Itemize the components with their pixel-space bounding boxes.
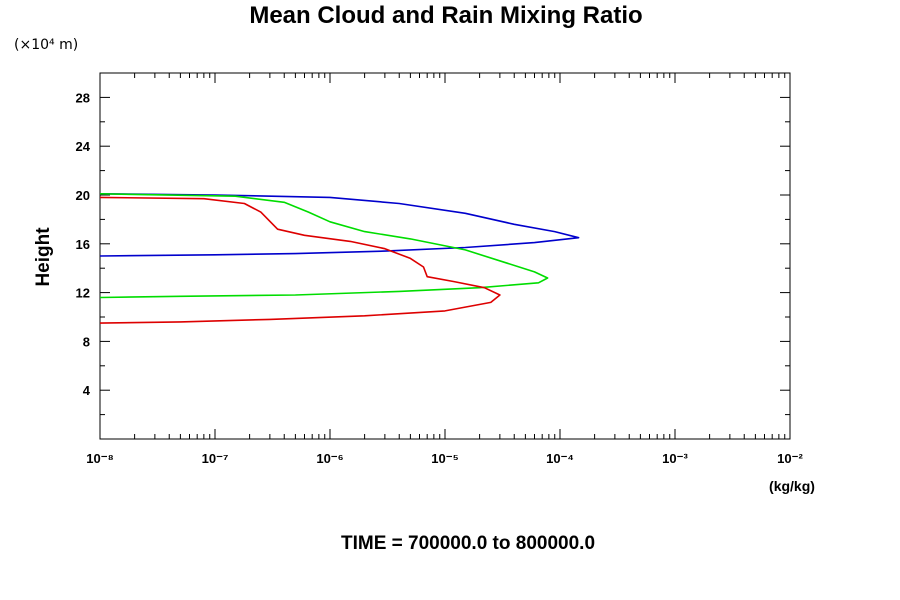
x-unit-label: (kg/kg) <box>769 478 815 494</box>
y-tick-label: 24 <box>76 139 91 154</box>
series-line-2 <box>99 193 549 299</box>
x-tick-labels: 10⁻⁸ 10⁻⁷ 10⁻⁶ 10⁻⁵ 10⁻⁴ 10⁻³ 10⁻² <box>86 451 803 466</box>
axis-ticks <box>99 73 790 439</box>
y-tick-label: 12 <box>76 286 90 301</box>
y-axis-label: Height <box>33 227 54 287</box>
plot-frame <box>99 72 791 440</box>
x-tick-label: 10⁻³ <box>662 451 688 466</box>
x-tick-label: 10⁻² <box>777 451 803 466</box>
series-line-1 <box>99 193 580 257</box>
y-unit-label: (×10⁴ m) <box>14 37 78 53</box>
time-range-footer: TIME = 700000.0 to 800000.0 <box>341 533 595 554</box>
y-tick-label: 16 <box>76 237 90 252</box>
y-tick-label: 8 <box>83 334 90 349</box>
x-tick-label: 10⁻⁵ <box>431 451 458 466</box>
y-tick-label: 20 <box>76 188 90 203</box>
y-tick-label: 4 <box>83 383 91 398</box>
series-line-3 <box>99 196 501 324</box>
y-tick-label: 28 <box>76 90 90 105</box>
x-tick-label: 10⁻⁶ <box>316 451 343 466</box>
x-tick-label: 10⁻⁷ <box>202 451 229 466</box>
y-tick-labels: 4 8 12 16 20 24 28 <box>76 90 91 398</box>
series-group <box>99 193 580 324</box>
chart-title: Mean Cloud and Rain Mixing Ratio <box>249 2 642 29</box>
x-tick-label: 10⁻⁸ <box>86 451 113 466</box>
x-tick-label: 10⁻⁴ <box>546 451 574 466</box>
